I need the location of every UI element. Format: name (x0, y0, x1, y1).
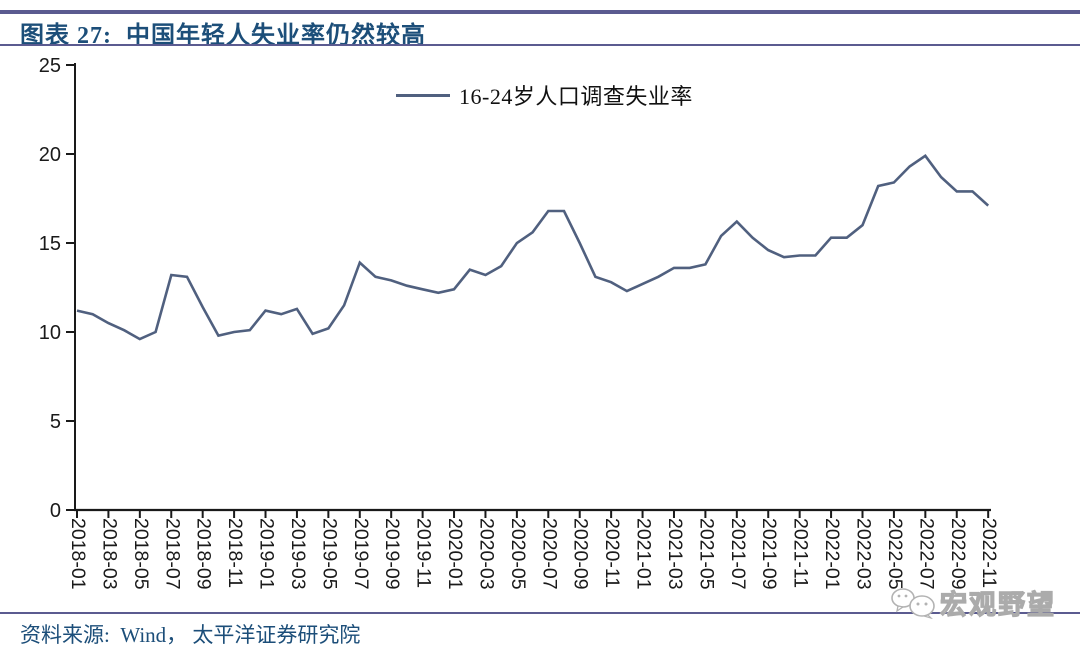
y-tick-label: 15 (39, 233, 61, 255)
x-tick-label: 2019-11 (413, 518, 435, 588)
wechat-icon (891, 587, 935, 619)
series-line (76, 154, 990, 341)
x-tick-label: 2021-01 (633, 518, 655, 590)
y-tick-label: 0 (50, 500, 61, 522)
x-tick-label: 2022-11 (978, 518, 1000, 588)
x-tick-label: 2020-05 (507, 518, 529, 590)
y-tick-label: 20 (39, 144, 61, 166)
x-tick-label: 2020-03 (475, 518, 497, 590)
x-tick-label: 2022-05 (884, 518, 906, 590)
x-axis-ticks: 2018-01 2018-03 2018-05 2018-07 2018-09 2018-… (67, 510, 1000, 590)
y-tick-label: 25 (39, 55, 61, 77)
x-tick-label: 2020-01 (444, 518, 466, 590)
x-tick-label: 2021-07 (727, 518, 749, 590)
x-tick-label: 2021-05 (695, 518, 717, 590)
x-tick-label: 2020-11 (601, 518, 623, 588)
title-underline-rule (0, 44, 1080, 46)
y-tick-label: 5 (50, 411, 61, 433)
x-tick-label: 2022-01 (821, 518, 843, 590)
series-group (76, 154, 990, 341)
watermark: 宏观野望 (890, 583, 1056, 622)
legend-line-swatch (396, 93, 450, 97)
source-note: 资料来源: Wind， 太平洋证券研究院 (20, 623, 361, 647)
x-tick-label: 2018-03 (98, 518, 120, 590)
top-rule (0, 10, 1080, 14)
x-tick-label: 2018-07 (161, 518, 183, 590)
x-tick-label: 2018-09 (193, 518, 215, 590)
x-tick-label: 2022-07 (915, 518, 937, 590)
x-tick-label: 2019-01 (256, 518, 278, 590)
chart-legend: 16-24岁人口调查失业率 (396, 79, 693, 111)
y-tick-label: 10 (39, 322, 61, 344)
x-tick-label: 2018-01 (67, 518, 89, 590)
x-tick-label: 2019-05 (318, 518, 340, 590)
x-tick-label: 2021-09 (758, 518, 780, 590)
x-tick-label: 2019-09 (381, 518, 403, 590)
legend-label: 16-24岁人口调查失业率 (459, 84, 693, 109)
source-divider-rule (0, 612, 1080, 614)
x-tick-label: 2018-11 (224, 518, 246, 588)
x-tick-label: 2020-07 (538, 518, 560, 590)
x-tick-label: 2022-03 (853, 518, 875, 590)
watermark-text: 宏观野望 (939, 589, 1056, 620)
x-tick-label: 2019-03 (287, 518, 309, 590)
x-tick-label: 2019-07 (350, 518, 372, 590)
x-tick-label: 2020-09 (570, 518, 592, 590)
x-tick-label: 2018-05 (130, 518, 152, 590)
y-axis-ticks: 0 5 10 15 20 25 (39, 55, 75, 522)
x-tick-label: 2021-11 (790, 518, 812, 588)
x-tick-label: 2021-03 (664, 518, 686, 590)
x-tick-label: 2022-09 (947, 518, 969, 590)
